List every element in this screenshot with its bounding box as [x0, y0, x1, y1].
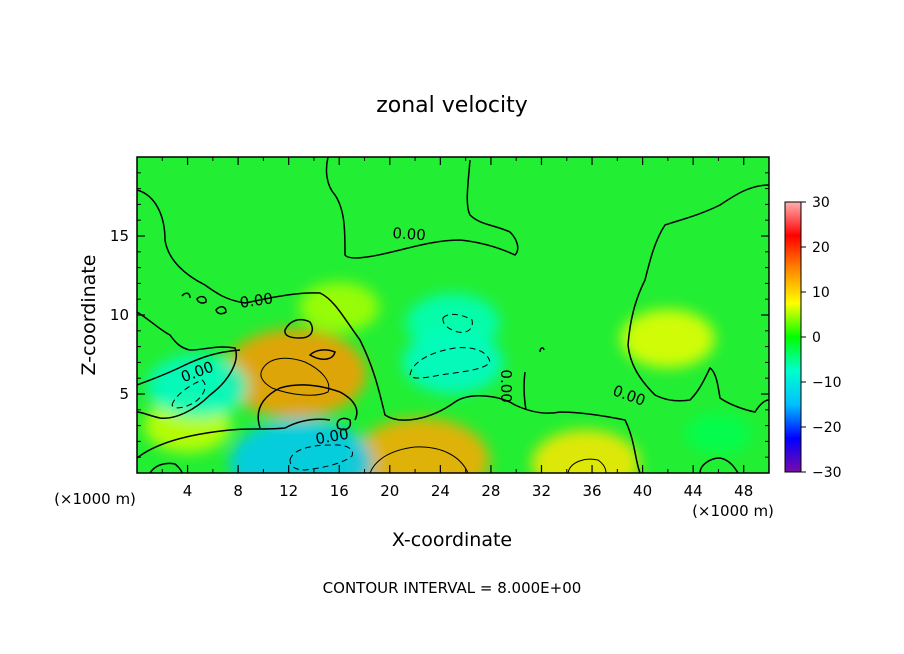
contour-line: [308, 349, 336, 360]
contour-label: 0.00: [239, 289, 275, 311]
colorbar-tick-label: −20: [812, 420, 842, 436]
contour-interval-note: CONTOUR INTERVAL = 8.000E+00: [323, 579, 582, 597]
field-feature: [229, 418, 373, 473]
y-tick-label: 5: [119, 385, 129, 403]
contour-line: [289, 444, 354, 471]
contour-line: [699, 457, 739, 473]
colorbar-tick-label: 0: [812, 330, 821, 346]
contour-line: [181, 292, 191, 299]
contour-line: [369, 446, 469, 473]
colorbar-tick-label: −30: [812, 465, 842, 481]
x-tick-label: 20: [380, 482, 399, 500]
x-unit-label-right: (×1000 m): [692, 502, 774, 520]
y-axis: 5 10 15: [110, 172, 769, 458]
field-feature: [531, 429, 640, 473]
contour-line: [627, 184, 769, 413]
contour-line: [325, 157, 519, 259]
contour-line: [137, 189, 641, 473]
x-axis-label: X-coordinate: [392, 529, 512, 551]
contour-line: [149, 462, 183, 473]
chart-title: zonal velocity: [376, 93, 528, 118]
x-tick-label: 12: [279, 482, 298, 500]
contour-line: [539, 347, 545, 353]
field-feature: [620, 309, 715, 369]
field-feature: [299, 282, 380, 333]
contour-line: [284, 318, 313, 339]
colorbar-tick-label: 10: [812, 285, 830, 301]
x-tick-label: 32: [532, 482, 551, 500]
x-tick-label: 16: [330, 482, 349, 500]
contour-line: [137, 349, 241, 386]
y-axis-label: Z-coordinate: [78, 255, 100, 376]
x-tick-label: 4: [183, 482, 193, 500]
colorbar-ticks: 30 20 10 0 −10 −20 −30: [801, 195, 842, 481]
x-tick-label: 36: [582, 482, 601, 500]
contour-line: [215, 306, 227, 315]
contour-line: [196, 295, 207, 304]
colorbar-tick-label: 20: [812, 240, 830, 256]
x-unit-label-left: (×1000 m): [54, 490, 136, 508]
colorbar: [784, 201, 802, 473]
x-axis: 4 8 12 16 20 24 28 32 36 40 44 48: [161, 157, 753, 500]
colorbar-tick-label: −10: [812, 375, 842, 391]
contour-label: 0.00: [497, 369, 515, 402]
x-tick-label: 40: [633, 482, 652, 500]
contour-label: 0.00: [314, 425, 350, 449]
x-tick-label: 8: [233, 482, 243, 500]
contour-line: [523, 371, 527, 411]
x-tick-label: 24: [431, 482, 450, 500]
plot-area: 0.000.000.000.00 0.00 0.00: [137, 157, 769, 473]
contour-line: [442, 313, 473, 333]
contour-line: [260, 357, 330, 396]
y-tick-label: 15: [110, 227, 129, 245]
contour-label: 0.00: [392, 224, 427, 244]
zero-contours: [137, 157, 769, 473]
contour-line: [257, 384, 358, 429]
contour-line: [137, 311, 237, 419]
field-feature: [685, 412, 752, 455]
contour-line: [137, 418, 331, 459]
field-feature: [353, 417, 490, 473]
contour-line: [171, 379, 206, 409]
x-tick-label: 48: [734, 482, 753, 500]
contour-line: [409, 347, 491, 379]
contour-line: [336, 417, 352, 431]
negative-contours: [171, 313, 491, 471]
contour-line: [567, 458, 607, 473]
y-tick-label: 10: [110, 306, 129, 324]
positive-contours: [260, 357, 607, 473]
field-feature: [405, 293, 501, 353]
colorbar-tick-label: 30: [812, 195, 830, 211]
x-tick-label: 28: [481, 482, 500, 500]
x-tick-label: 44: [684, 482, 703, 500]
field-feature: [223, 328, 367, 419]
